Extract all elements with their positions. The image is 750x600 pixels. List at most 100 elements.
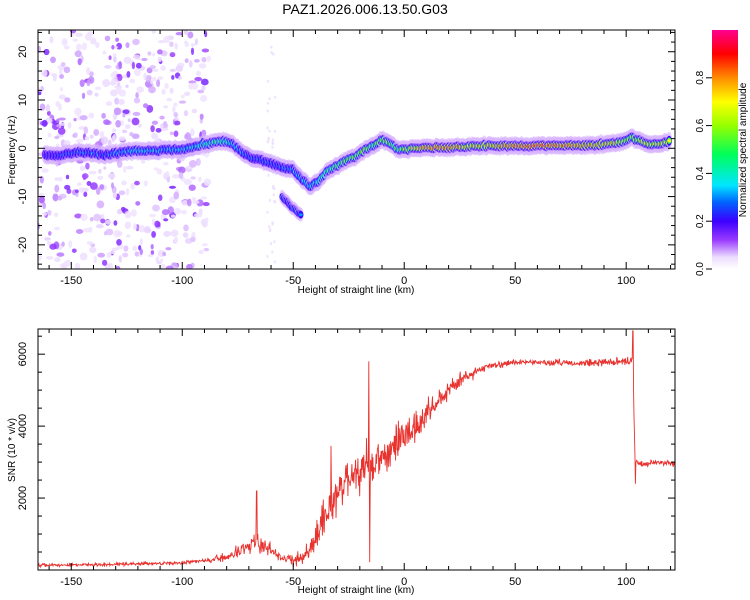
noise-blob [80, 213, 88, 222]
noise-blob [45, 104, 51, 112]
noise-blob [52, 122, 60, 130]
noise-blob [134, 251, 139, 257]
noise-blob [39, 103, 46, 111]
x-tick-label: -50 [285, 576, 301, 588]
noise-blob [125, 165, 134, 170]
noise-blob [116, 42, 123, 50]
noise-blob [131, 61, 136, 70]
noise-blob [64, 184, 71, 190]
noise-blob [269, 242, 273, 246]
noise-blob [161, 88, 166, 95]
noise-blob [171, 74, 175, 80]
noise-blob [90, 37, 97, 45]
noise-blob [103, 119, 110, 125]
noise-blob [163, 105, 169, 109]
noise-blob [46, 240, 52, 246]
noise-blob [97, 175, 104, 180]
noise-blob [83, 126, 88, 135]
noise-blob [113, 220, 118, 226]
x-tick-label: -150 [60, 275, 82, 287]
noise-blob [157, 221, 161, 228]
noise-blob [57, 195, 63, 201]
noise-blob [112, 52, 117, 58]
noise-blob [268, 129, 271, 133]
noise-blob [181, 199, 189, 206]
figure-title: PAZ1.2026.006.13.50.G03 [282, 1, 448, 17]
noise-blob [54, 212, 59, 218]
noise-blob [85, 162, 90, 170]
noise-blob [74, 32, 83, 38]
noise-blob [152, 68, 159, 72]
noise-blob [194, 213, 201, 218]
noise-blob [273, 260, 276, 264]
colorbar-tick-label: 0.6 [695, 118, 706, 132]
noise-blob [50, 73, 58, 77]
noise-blob [65, 174, 70, 180]
noise-blob [73, 117, 77, 122]
noise-blob [186, 263, 193, 269]
noise-blob [48, 231, 52, 236]
noise-blob [198, 176, 202, 182]
x-tick-label: 50 [509, 576, 521, 588]
noise-blob [133, 97, 141, 104]
noise-blob [174, 117, 180, 121]
noise-blob [160, 65, 167, 71]
noise-blob [64, 97, 71, 103]
noise-blob [273, 200, 276, 203]
noise-blob [86, 89, 93, 96]
noise-blob [173, 236, 179, 244]
snr-ylabel: SNR (10 * v/v) [7, 418, 18, 482]
snr-frame [37, 328, 676, 571]
spectral-peak [299, 213, 303, 216]
noise-blob [194, 76, 202, 82]
noise-blob [68, 240, 73, 249]
noise-blob [44, 237, 51, 241]
noise-blob [47, 209, 52, 216]
noise-blob [102, 79, 111, 88]
y-tick-label: 20 [17, 46, 29, 58]
noise-blob [198, 249, 204, 255]
noise-blob [200, 196, 207, 200]
y-tick-label: 2000 [17, 486, 29, 510]
noise-blob [270, 51, 273, 55]
noise-blob [151, 230, 157, 238]
noise-blob [64, 259, 72, 267]
noise-blob [165, 247, 172, 251]
noise-blob [45, 255, 54, 260]
noise-blob [178, 75, 182, 80]
noise-blob [198, 63, 207, 69]
noise-blob [267, 138, 270, 142]
noise-blob [54, 177, 60, 181]
noise-blob [203, 247, 210, 252]
noise-blob [164, 83, 169, 89]
noise-blob [183, 178, 192, 186]
noise-blob [110, 250, 116, 255]
spectrogram-frame [37, 29, 676, 270]
noise-blob [123, 56, 132, 64]
noise-blob [63, 66, 71, 74]
noise-blob [268, 198, 272, 202]
noise-blob [71, 248, 77, 253]
noise-blob [93, 255, 97, 264]
noise-blob [74, 213, 83, 219]
x-tick-label: 100 [617, 576, 635, 588]
noise-blob [147, 254, 154, 258]
noise-blob [157, 194, 163, 201]
noise-blob [101, 213, 105, 220]
noise-blob [96, 200, 105, 209]
noise-blob [191, 231, 196, 238]
noise-blob [99, 130, 105, 139]
x-tick-label: 50 [509, 275, 521, 287]
noise-blob [104, 65, 112, 69]
noise-blob [169, 68, 176, 72]
noise-blob [162, 161, 169, 166]
noise-blob [86, 79, 91, 87]
x-tick-label: 0 [401, 576, 407, 588]
y-tick-label: 10 [17, 94, 29, 106]
noise-blob [59, 122, 66, 126]
noise-blob [152, 52, 156, 57]
noise-blob [89, 217, 94, 222]
noise-blob [173, 112, 179, 118]
noise-blob [79, 114, 88, 121]
noise-blob [151, 76, 157, 82]
